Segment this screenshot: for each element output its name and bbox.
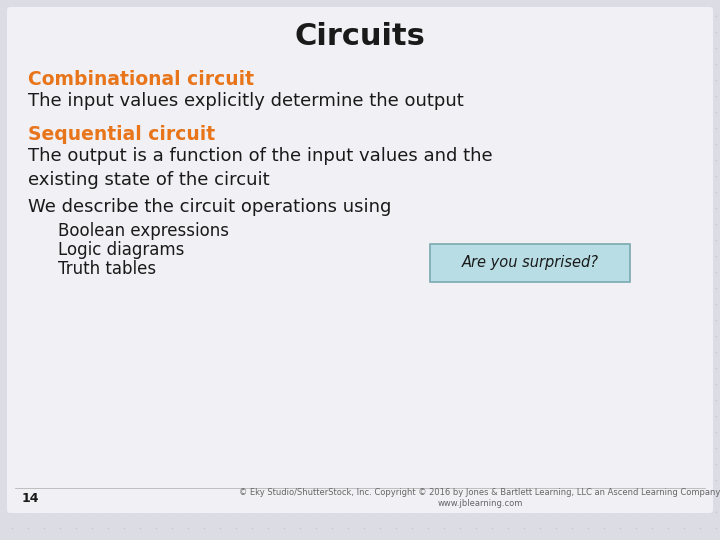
- Text: Truth tables: Truth tables: [58, 260, 156, 278]
- Text: The output is a function of the input values and the
existing state of the circu: The output is a function of the input va…: [28, 147, 492, 190]
- Text: Circuits: Circuits: [294, 22, 426, 51]
- Text: Combinational circuit: Combinational circuit: [28, 70, 254, 89]
- Text: We describe the circuit operations using: We describe the circuit operations using: [28, 198, 392, 216]
- Text: The input values explicitly determine the output: The input values explicitly determine th…: [28, 92, 464, 110]
- FancyBboxPatch shape: [430, 244, 630, 282]
- Text: Boolean expressions: Boolean expressions: [58, 222, 229, 240]
- Text: Sequential circuit: Sequential circuit: [28, 125, 215, 144]
- Text: © Eky Studio/ShutterStock, Inc. Copyright © 2016 by Jones & Bartlett Learning, L: © Eky Studio/ShutterStock, Inc. Copyrigh…: [239, 488, 720, 508]
- Text: Logic diagrams: Logic diagrams: [58, 241, 184, 259]
- Text: 14: 14: [22, 491, 40, 504]
- FancyBboxPatch shape: [7, 7, 713, 513]
- Text: Are you surprised?: Are you surprised?: [462, 255, 598, 271]
